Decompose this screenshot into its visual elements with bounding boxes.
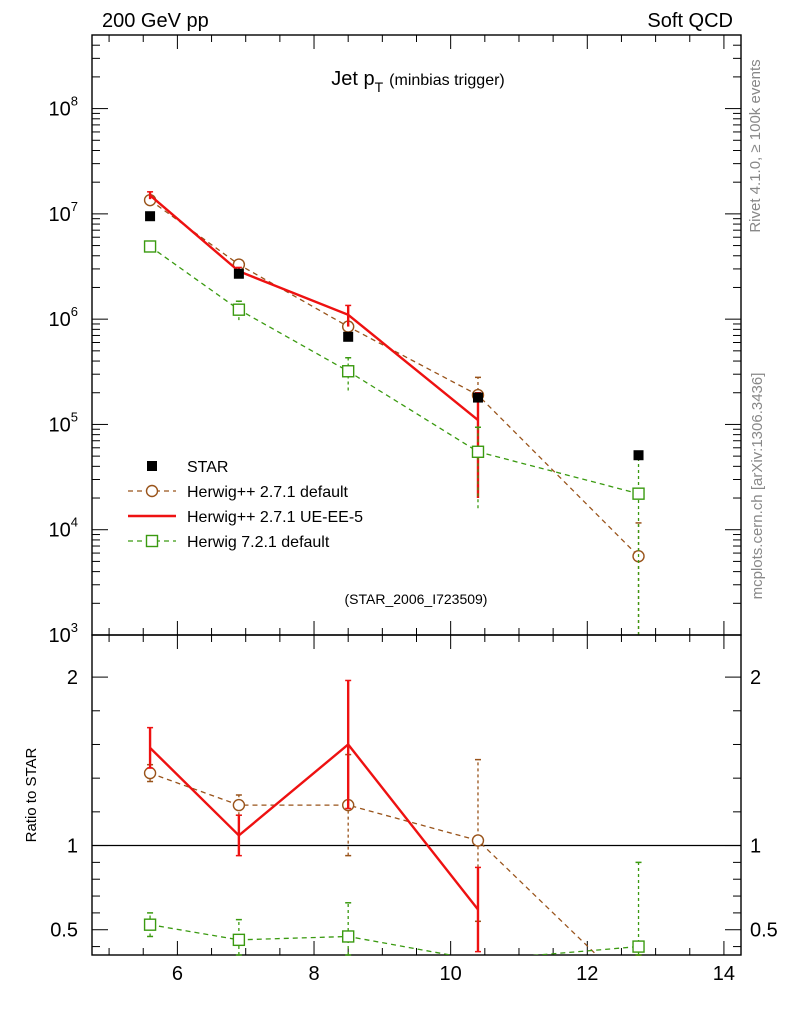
ratio-marker [632,940,645,953]
ratio-marker [341,930,355,943]
plot-title: Jet pT (minbias trigger) [331,68,505,95]
legend-label: STAR [187,459,228,476]
ratio-marker [143,918,157,931]
side-rivet-label: Rivet 4.1.0, ≥ 100k events [747,59,764,232]
data-point [233,268,244,279]
data-point [633,450,644,461]
data-point [472,392,483,403]
data-point [145,211,156,222]
legend-marker [145,484,159,498]
y-tick-label: 105 [49,409,78,436]
legend-label: Herwig++ 2.7.1 UE-EE-5 [187,509,363,526]
header-right: Soft QCD [647,10,733,32]
ratio-tick-label: 1 [67,836,78,858]
ratio-tick-label-right: 2 [750,667,761,689]
ratio-marker [471,834,485,847]
legend-marker [147,461,157,471]
ratio-tick-label: 0.5 [50,920,78,942]
x-tick-label: 8 [308,963,319,985]
ratio-marker [232,798,246,812]
ratio-tick-label-right: 1 [750,836,761,858]
ratio-series-line [149,742,479,911]
legend-marker [145,534,159,548]
x-tick-label: 12 [576,963,598,985]
ratio-tick-label: 2 [67,667,78,689]
y-tick-label: 104 [49,515,78,542]
data-point [343,331,354,342]
main-marker [143,240,157,253]
legend: STAR Herwig++ 2.7.1 default Herwig++ 2.7.1… [128,459,363,551]
main-marker [341,365,355,378]
y-tick-label: 103 [49,620,78,647]
x-tick-label: 10 [440,963,462,985]
main-marker [471,445,485,458]
main-marker [232,303,246,316]
y-tick-label: 106 [49,304,78,331]
main-series-line [149,194,479,422]
legend-label: Herwig++ 2.7.1 default [187,484,349,501]
ratio-ylabel: Ratio to STAR [23,747,40,842]
analysis-watermark: (STAR_2006_I723509) [345,591,488,607]
side-mcplots-label: mcplots.cern.ch [arXiv:1306.3436] [749,373,766,600]
y-tick-label: 107 [49,199,78,226]
header-left: 200 GeV pp [102,10,209,32]
ratio-marker [232,933,246,947]
ratio-marker [143,766,157,780]
y-tick-label: 108 [49,94,78,121]
ratio-plot-panel: 0.5 0.5 1 1 2 2 Ratio to STAR [23,634,778,956]
x-tick-label: 14 [713,963,735,985]
legend-label: Herwig 7.2.1 default [187,534,330,551]
x-tick-label: 6 [172,963,183,985]
main-plot-panel: 103 104 105 106 107 108 STAR Herwig++ 2.7.1 de… [49,34,742,647]
main-marker [632,487,645,500]
ratio-tick-label-right: 0.5 [750,920,778,942]
